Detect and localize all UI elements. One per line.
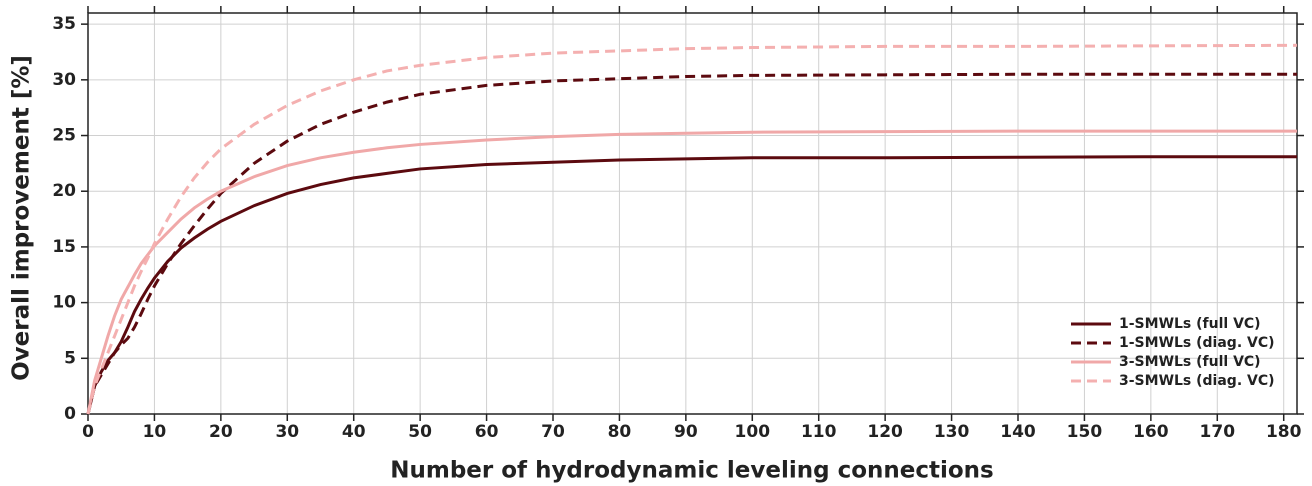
legend-label: 1-SMWLs (full VC) — [1119, 316, 1261, 332]
x-tick-label: 150 — [1067, 422, 1103, 442]
y-tick-label: 0 — [64, 404, 76, 424]
x-tick-label: 120 — [867, 422, 903, 442]
x-tick-label: 80 — [608, 422, 632, 442]
x-tick-label: 0 — [82, 422, 94, 442]
x-tick-label: 30 — [275, 422, 299, 442]
x-tick-label: 170 — [1200, 422, 1236, 442]
y-tick-label: 5 — [64, 348, 76, 368]
x-tick-label: 180 — [1266, 422, 1302, 442]
y-tick-label: 10 — [52, 293, 76, 313]
legend-label: 1-SMWLs (diag. VC) — [1119, 335, 1275, 351]
legend-label: 3-SMWLs (full VC) — [1119, 354, 1261, 370]
x-tick-label: 130 — [934, 422, 970, 442]
x-tick-label: 160 — [1133, 422, 1169, 442]
x-tick-label: 70 — [541, 422, 565, 442]
legend-label: 3-SMWLs (diag. VC) — [1119, 373, 1275, 389]
y-tick-label: 25 — [52, 126, 76, 146]
x-tick-label: 90 — [674, 422, 698, 442]
series-line — [86, 43, 1298, 415]
x-tick-label: 40 — [342, 422, 366, 442]
y-axis-label: Overall improvement [%] — [9, 55, 35, 381]
plot-frame — [87, 12, 1298, 415]
x-tick-label: 140 — [1000, 422, 1036, 442]
x-tick-label: 100 — [735, 422, 771, 442]
series-line — [86, 72, 1297, 415]
series-line — [86, 129, 1297, 415]
x-tick-label: 20 — [209, 422, 233, 442]
y-tick-label: 20 — [52, 181, 76, 201]
series-line — [86, 155, 1297, 415]
x-tick-label: 110 — [801, 422, 837, 442]
y-tick-label: 15 — [52, 237, 76, 257]
x-axis-label: Number of hydrodynamic leveling connecti… — [390, 458, 993, 484]
x-tick-label: 50 — [408, 422, 432, 442]
x-tick-label: 60 — [475, 422, 499, 442]
x-tick-label: 10 — [143, 422, 167, 442]
y-tick-label: 35 — [52, 14, 76, 34]
y-tick-label: 30 — [52, 70, 76, 90]
